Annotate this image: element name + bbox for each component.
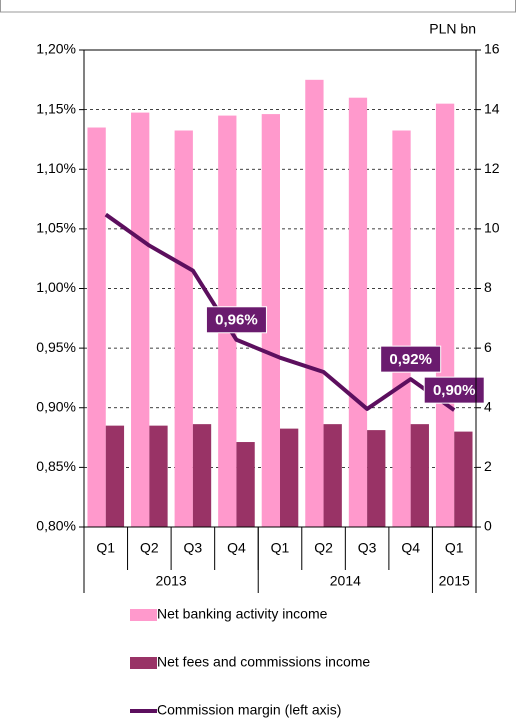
bar (323, 424, 342, 527)
bar (149, 425, 168, 527)
bar (131, 112, 150, 527)
unit-label: PLN bn (429, 21, 476, 37)
y2-tick-label: 6 (484, 339, 492, 355)
value-label-box (423, 376, 485, 404)
bar (87, 127, 106, 527)
bar (305, 79, 324, 527)
y2-tick-label: 0 (484, 518, 492, 534)
y-tick-label: 1,10% (36, 160, 76, 176)
bar (454, 431, 473, 527)
value-label-box (205, 306, 267, 334)
legend-swatch (130, 609, 157, 621)
group-label: 2015 (439, 573, 470, 589)
bar (105, 425, 125, 527)
y-tick-label: 0,90% (36, 398, 76, 414)
x-tick-label: Q1 (96, 540, 115, 556)
x-tick-label: Q2 (140, 540, 159, 556)
bar (192, 424, 212, 527)
y2-tick-label: 14 (484, 100, 500, 116)
y-tick-label: 1,05% (36, 220, 76, 236)
bar (261, 114, 280, 528)
x-tick-label: Q4 (401, 540, 420, 556)
group-label: 2014 (330, 573, 361, 589)
x-tick-label: Q1 (445, 540, 464, 556)
y2-tick-label: 16 (484, 41, 500, 57)
legend-label: Net fees and commissions income (157, 654, 370, 670)
group-label: 2013 (156, 573, 187, 589)
plot-border (83, 49, 477, 528)
frame (0, 0, 516, 13)
legend-label: Net banking activity income (157, 606, 328, 622)
y-tick-label: 1,20% (36, 41, 76, 57)
x-tick-label: Q1 (271, 540, 290, 556)
x-tick-label: Q4 (227, 540, 246, 556)
bar (435, 103, 455, 527)
value-label: 0,92% (389, 351, 432, 368)
bar (174, 130, 193, 527)
bar (348, 97, 368, 527)
line (104, 212, 456, 412)
y-tick-label: 0,85% (36, 458, 76, 474)
y2-tick-label: 8 (484, 279, 492, 295)
bar (236, 442, 255, 527)
y2-tick-label: 4 (484, 398, 492, 414)
y-tick-label: 0,80% (36, 518, 76, 534)
legend-label: Commission margin (left axis) (157, 702, 341, 718)
bar (367, 430, 386, 527)
x-tick-label: Q3 (358, 540, 377, 556)
value-label: 0,90% (433, 382, 476, 399)
y2-tick-label: 10 (484, 220, 500, 236)
value-label: 0,96% (215, 312, 258, 329)
bar (280, 428, 299, 527)
y-tick-label: 0,95% (36, 339, 76, 355)
value-label-box (380, 345, 442, 373)
x-tick-label: Q3 (184, 540, 203, 556)
y-tick-label: 1,00% (36, 279, 76, 295)
y2-tick-label: 2 (484, 458, 492, 474)
bar (410, 424, 429, 527)
y-tick-label: 1,15% (36, 100, 76, 116)
y2-tick-label: 12 (484, 160, 500, 176)
bar (392, 130, 411, 527)
x-tick-label: Q2 (314, 540, 333, 556)
legend-swatch (130, 657, 157, 669)
